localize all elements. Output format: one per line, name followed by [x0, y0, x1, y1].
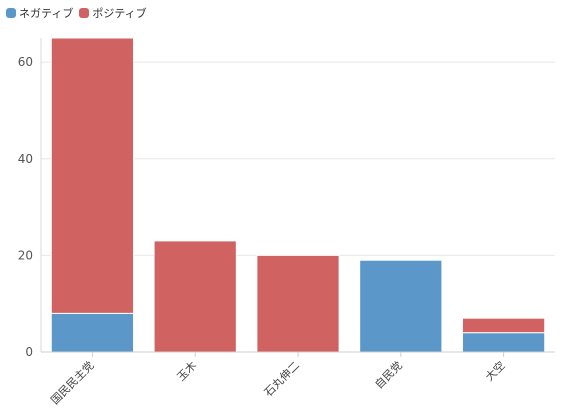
x-tick-label-2: 石丸伸二 — [262, 359, 302, 399]
x-tick-label-1: 玉木 — [175, 359, 200, 384]
x-tick-label-0: 国民民主党 — [48, 359, 96, 407]
x-tick-label-3: 自民党 — [372, 359, 405, 392]
y-tick-label-20: 20 — [18, 248, 33, 262]
bar-positive-0[interactable] — [50, 37, 135, 314]
legend-swatch-positive — [79, 8, 90, 18]
bar-negative-3[interactable] — [359, 259, 443, 353]
y-tick-label-0: 0 — [25, 345, 33, 359]
legend-swatch-negative — [6, 8, 16, 18]
legend-item-positive[interactable]: ポジティブ — [79, 5, 147, 21]
legend-label-negative: ネガティブ — [19, 7, 74, 20]
legend: ネガティブ ポジティブ — [6, 5, 147, 21]
legend-label-positive: ポジティブ — [92, 7, 147, 20]
legend-item-negative[interactable]: ネガティブ — [6, 5, 73, 21]
x-tick-label-4: 大空 — [482, 358, 507, 383]
bars — [50, 37, 546, 353]
y-tick-label-60: 60 — [18, 55, 33, 69]
bar-negative-4[interactable] — [461, 332, 546, 353]
bar-negative-0[interactable] — [50, 312, 135, 353]
bar-positive-2[interactable] — [256, 254, 340, 353]
y-tick-label-40: 40 — [18, 152, 33, 166]
bar-positive-4[interactable] — [461, 317, 546, 334]
bar-positive-1[interactable] — [153, 240, 237, 353]
